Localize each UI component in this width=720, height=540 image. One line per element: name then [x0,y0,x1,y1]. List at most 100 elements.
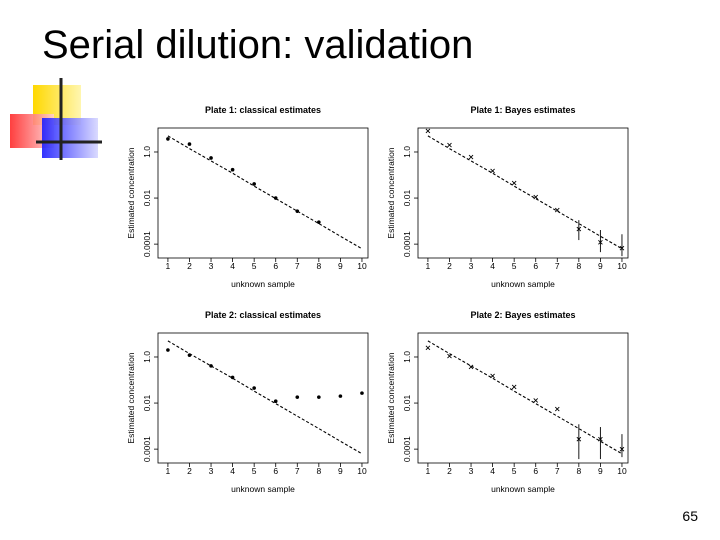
plot: Plate 2: classical estimates unknown samp… [126,310,369,494]
y-tick-label: 0.0001 [402,231,412,257]
point [598,436,603,442]
dilution-line [167,135,363,250]
point [619,446,625,452]
point [338,394,343,398]
y-tick-label: 0.0001 [142,231,152,257]
point [490,373,495,379]
plot-frame [417,332,629,464]
x-tick-label: 4 [230,466,235,476]
plot-title: Plate 1: classical estimates [205,105,321,115]
point [447,142,452,148]
point [533,398,539,403]
x-tick-label: 9 [338,261,343,271]
x-axis-label: unknown sample [231,279,295,289]
y-tick-label: 1.0 [402,146,412,158]
point [187,142,192,146]
point [619,245,625,251]
x-tick-label: 8 [316,261,321,271]
x-tick-label: 1 [426,466,431,476]
plot-title: Plate 2: classical estimates [205,310,321,320]
x-tick-label: 7 [555,261,560,271]
point [252,386,256,390]
point [360,391,364,395]
x-tick-label: 2 [187,261,192,271]
x-tick-label: 6 [533,466,538,476]
x-tick-label: 9 [338,466,343,476]
plot: Plate 1: classical estimates unknown samp… [126,105,369,289]
point [317,220,321,224]
dilution-line [427,135,623,250]
y-axis-label: Estimated concentration [386,147,396,238]
x-tick-label: 5 [512,466,517,476]
x-tick-label: 7 [295,261,300,271]
x-tick-label: 4 [230,261,235,271]
x-axis-label: unknown sample [231,484,295,494]
point [209,156,213,160]
x-tick-label: 10 [617,466,627,476]
x-tick-label: 1 [426,261,431,271]
x-tick-label: 7 [295,466,300,476]
point [230,167,235,172]
point [554,406,560,412]
x-tick-label: 6 [273,261,278,271]
x-tick-label: 6 [533,261,538,271]
x-tick-label: 10 [617,261,627,271]
x-tick-label: 9 [598,261,603,271]
point [166,348,170,352]
x-tick-label: 8 [576,466,581,476]
point [598,239,603,245]
x-tick-label: 2 [187,466,192,476]
point [511,180,517,186]
y-tick-label: 0.01 [142,395,152,412]
point [533,194,539,200]
plot-title: Plate 1: Bayes estimates [470,105,575,115]
slide-title: Serial dilution: validation [42,23,473,67]
point [425,345,431,351]
x-tick-label: 8 [576,261,581,271]
y-tick-label: 0.01 [402,395,412,412]
y-tick-label: 0.01 [142,190,152,207]
point [490,168,495,174]
plot-title: Plate 2: Bayes estimates [470,310,575,320]
x-tick-label: 2 [447,466,452,476]
y-tick-label: 0.0001 [142,436,152,462]
page-number: 65 [682,508,698,524]
y-tick-label: 0.0001 [402,436,412,462]
x-tick-label: 5 [252,466,257,476]
x-tick-label: 5 [252,261,257,271]
point [273,399,278,404]
x-tick-label: 1 [166,466,171,476]
y-tick-label: 0.01 [402,190,412,207]
y-tick-label: 1.0 [142,146,152,158]
x-tick-label: 5 [512,261,517,271]
x-tick-label: 3 [209,261,214,271]
x-tick-label: 6 [273,466,278,476]
x-axis-label: unknown sample [491,279,555,289]
plot-frame [417,127,629,259]
x-axis-label: unknown sample [491,484,555,494]
x-tick-label: 1 [166,261,171,271]
point [166,137,170,141]
plot-frame [157,332,369,464]
y-axis-label: Estimated concentration [126,147,136,238]
plot: Plate 2: Bayes estimates unknown sample Es… [386,310,629,494]
dilution-line [167,340,363,455]
x-tick-label: 8 [316,466,321,476]
x-tick-label: 4 [490,466,495,476]
x-tick-label: 3 [469,466,474,476]
x-tick-label: 9 [598,466,603,476]
x-tick-label: 2 [447,261,452,271]
y-tick-label: 1.0 [142,351,152,363]
logo [10,78,102,160]
point [468,154,474,160]
point [295,395,300,399]
point [576,436,582,442]
point [468,364,474,370]
x-tick-label: 10 [357,261,367,271]
x-tick-label: 3 [209,466,214,476]
x-tick-label: 4 [490,261,495,271]
point [425,128,431,134]
x-tick-label: 3 [469,261,474,271]
point [576,226,582,232]
